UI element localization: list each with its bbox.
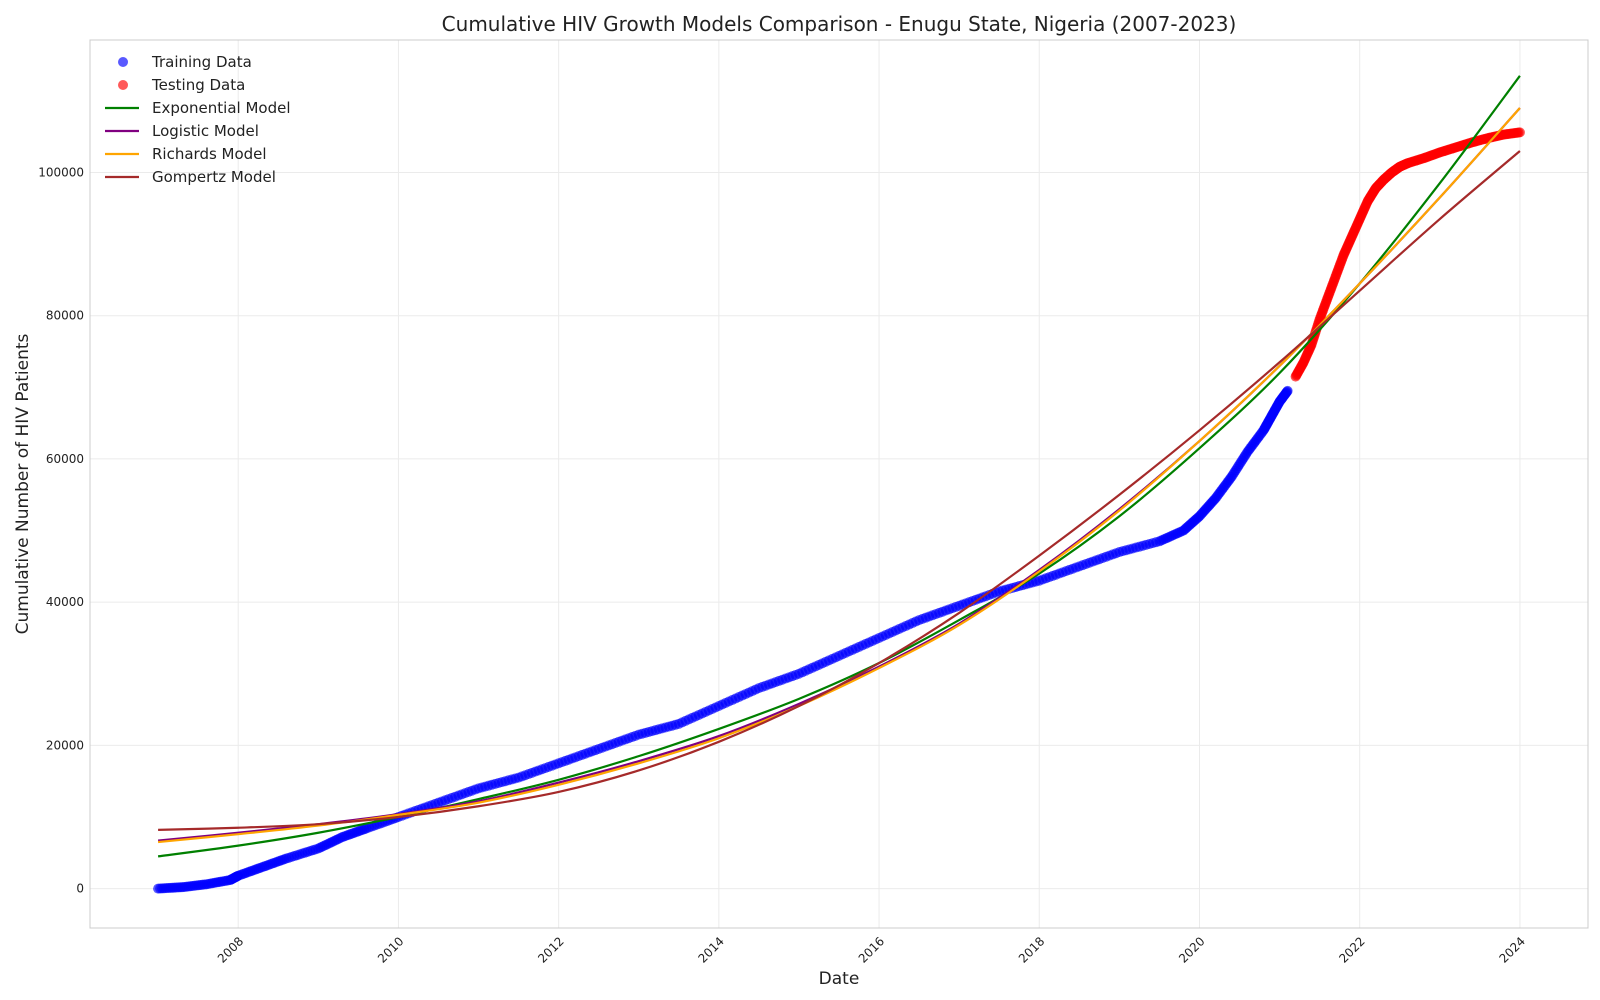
y-tick-label: 80000 — [46, 309, 84, 323]
x-axis-label: Date — [819, 969, 860, 989]
grid — [90, 40, 1588, 928]
gompertz-model-line — [158, 150, 1521, 831]
data-marks — [153, 75, 1525, 894]
y-tick-label: 60000 — [46, 452, 84, 466]
legend-label: Richards Model — [152, 145, 267, 163]
y-tick-labels: 0 20000 40000 60000 80000 100000 — [38, 165, 84, 895]
x-tick-labels: 2008 2010 2012 2014 2016 2018 2020 2022 2024 — [215, 934, 1528, 965]
x-tick-label: 2016 — [856, 934, 887, 965]
testing-data-series — [1290, 127, 1525, 382]
legend: Training Data Testing Data Exponential Mod… — [105, 53, 291, 186]
data-point — [1282, 385, 1293, 396]
y-tick-label: 20000 — [46, 738, 84, 752]
x-tick-label: 2024 — [1497, 934, 1528, 965]
x-tick-label: 2018 — [1016, 934, 1047, 965]
y-tick-label: 0 — [76, 882, 84, 896]
legend-label: Gompertz Model — [152, 168, 276, 186]
data-point — [1514, 127, 1525, 138]
exponential-model-line — [157, 75, 1521, 858]
y-axis-label: Cumulative Number of HIV Patients — [13, 333, 33, 634]
legend-marker — [118, 80, 128, 90]
x-tick-label: 2010 — [375, 934, 406, 965]
y-tick-label: 40000 — [46, 595, 84, 609]
training-data-series — [153, 385, 1293, 894]
logistic-model-line — [157, 107, 1521, 842]
x-tick-label: 2012 — [535, 934, 566, 965]
legend-label: Testing Data — [151, 76, 245, 94]
x-tick-label: 2022 — [1336, 934, 1367, 965]
x-tick-label: 2020 — [1176, 934, 1207, 965]
legend-label: Training Data — [151, 53, 252, 71]
chart-title: Cumulative HIV Growth Models Comparison … — [442, 12, 1237, 36]
legend-label: Logistic Model — [152, 122, 259, 140]
plot-frame — [89, 39, 1589, 929]
y-tick-label: 100000 — [38, 165, 84, 179]
legend-label: Exponential Model — [152, 99, 291, 117]
x-tick-label: 2008 — [215, 934, 246, 965]
legend-marker — [118, 57, 128, 67]
x-tick-label: 2014 — [695, 934, 726, 965]
richards-model-line — [157, 107, 1521, 844]
